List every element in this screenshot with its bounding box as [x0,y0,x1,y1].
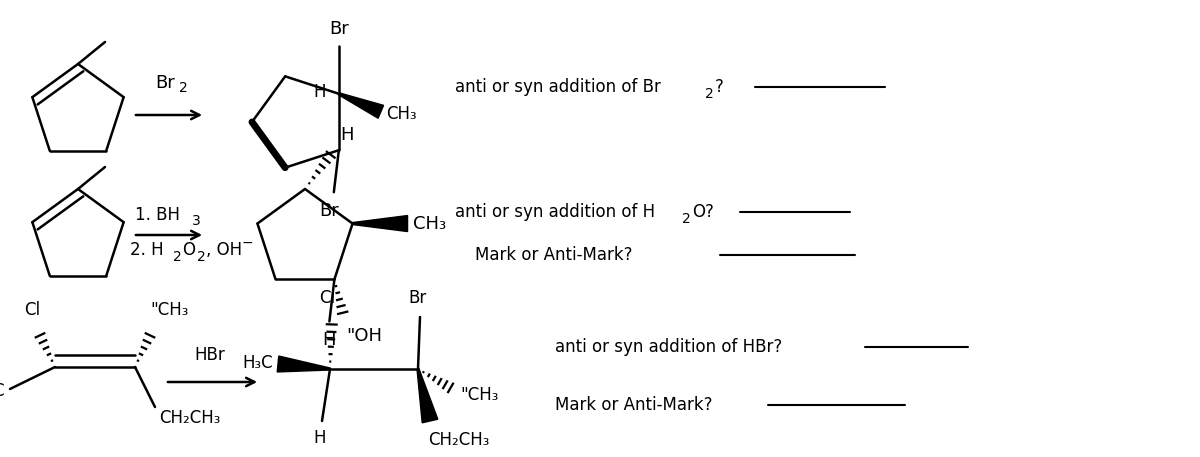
Text: Br: Br [155,74,175,92]
Text: 2: 2 [173,250,181,264]
Text: anti or syn addition of HBr?: anti or syn addition of HBr? [554,338,782,356]
Text: Br: Br [319,202,338,220]
Text: anti or syn addition of Br: anti or syn addition of Br [455,78,661,96]
Text: Cl: Cl [24,301,40,319]
Text: CH₃: CH₃ [413,214,445,233]
Text: Cl: Cl [319,289,335,307]
Text: H₃C: H₃C [242,354,274,372]
Text: 2: 2 [682,212,691,226]
Text: O?: O? [692,203,714,221]
Text: 3: 3 [192,214,200,228]
Text: "CH₃: "CH₃ [150,301,188,319]
Text: HBr: HBr [194,346,226,364]
Text: H: H [313,429,326,447]
Text: "OH: "OH [347,328,383,345]
Text: Mark or Anti-Mark?: Mark or Anti-Mark? [475,246,632,264]
Polygon shape [338,93,384,118]
Text: 2: 2 [179,81,187,95]
Polygon shape [277,356,330,372]
Text: O: O [182,241,194,259]
Text: Br: Br [409,289,427,307]
Text: CH₃: CH₃ [386,105,416,123]
Text: 2: 2 [706,87,714,101]
Text: anti or syn addition of H: anti or syn addition of H [455,203,655,221]
Text: H: H [340,126,354,144]
Text: −: − [242,236,253,250]
Text: "CH₃: "CH₃ [460,386,498,404]
Text: ?: ? [715,78,724,96]
Text: CH₂CH₃: CH₂CH₃ [158,409,221,427]
Text: H: H [313,83,326,101]
Text: , OH: , OH [206,241,242,259]
Text: H: H [323,331,336,350]
Polygon shape [353,216,408,232]
Text: Br: Br [329,20,349,38]
Text: Mark or Anti-Mark?: Mark or Anti-Mark? [554,396,713,414]
Text: 2: 2 [197,250,205,264]
Text: 2. H: 2. H [130,241,163,259]
Polygon shape [418,369,438,423]
Text: H₃C: H₃C [0,382,5,400]
Text: CH₂CH₃: CH₂CH₃ [428,431,490,449]
Text: 1. BH: 1. BH [134,206,180,224]
